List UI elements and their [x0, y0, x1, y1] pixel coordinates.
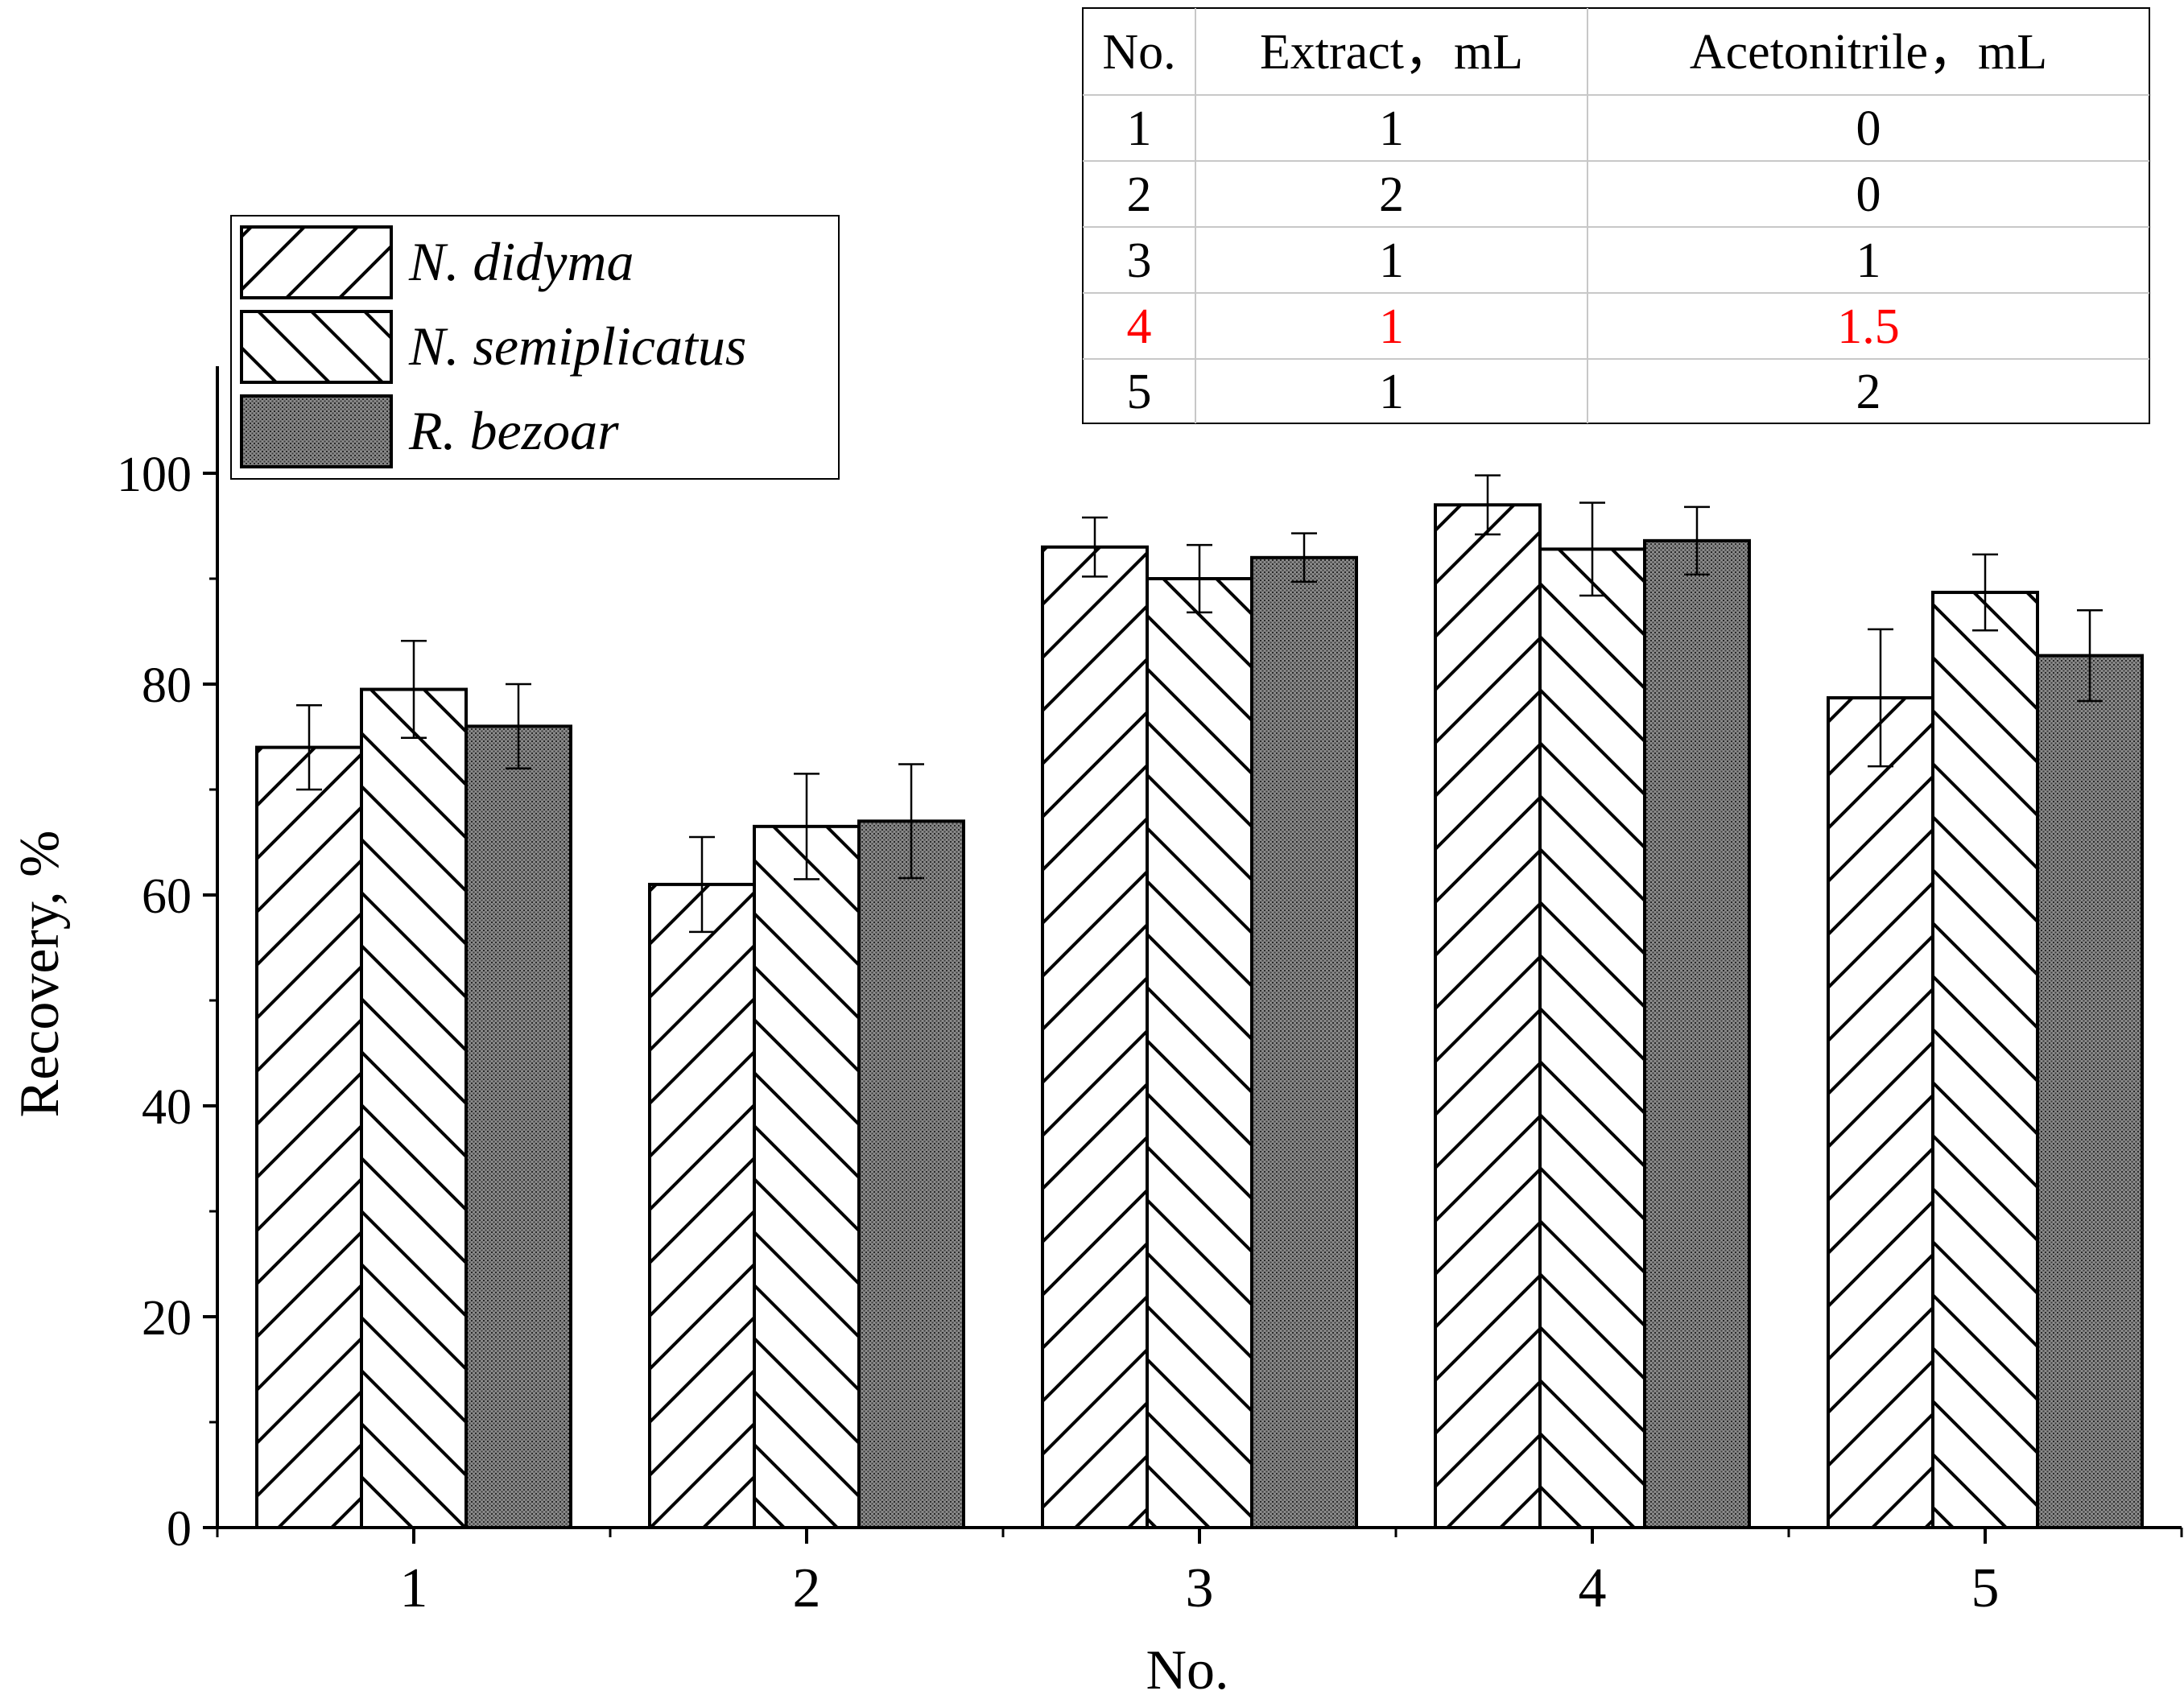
legend-swatch-dense-dots: [240, 394, 393, 468]
legend: N. didyma N. semiplicatus R. bezoar: [230, 215, 840, 480]
inset-table-border: [1082, 7, 2150, 424]
bar-n-didyma-5: [1827, 696, 1934, 1529]
table-header-acetonitrile: Acetonitrile，mL: [1690, 25, 2047, 80]
bar-n-semiplicatus-2: [753, 824, 861, 1529]
y-axis-label: Recovery, %: [9, 831, 71, 1118]
bar-r-bezoar-2: [857, 819, 965, 1529]
x-tick-label-2: 2: [793, 1557, 821, 1619]
y-tick-label-20: 20: [142, 1291, 192, 1346]
table-cell-r2-c3: 0: [1856, 167, 1881, 222]
bars-group: [255, 474, 2144, 1530]
table-cell-r3-c3: 1: [1856, 233, 1881, 288]
legend-label-r-bezoar: R. bezoar: [408, 400, 619, 461]
inset-table-grid: [1083, 8, 2149, 423]
table-cell-r1-c2: 1: [1379, 101, 1404, 156]
y-tick-label-80: 80: [142, 658, 192, 713]
legend-item-r-bezoar: R. bezoar: [240, 394, 619, 468]
axes-group: 0 20 40 60 80 100 1 2 3 4 5: [117, 366, 2183, 1619]
table-cell-r5-c1: 5: [1127, 365, 1152, 419]
bar-n-didyma-2: [648, 882, 756, 1529]
x-axis-label: No.: [1146, 1639, 1228, 1695]
bar-n-didyma-4: [1434, 503, 1542, 1529]
table-cell-r2-c1: 2: [1127, 167, 1152, 222]
x-tick-label-3: 3: [1186, 1557, 1214, 1619]
bar-n-didyma-1: [255, 745, 363, 1529]
legend-swatch-back-hatch: [240, 310, 393, 384]
table-cell-r2-c2: 2: [1379, 167, 1404, 222]
table-cell-r4-c1: 4: [1127, 299, 1152, 354]
legend-label-n-semiplicatus: N. semiplicatus: [408, 315, 746, 377]
inset-table-cells: No. Extract，mL Acetonitrile，mL 1 1 0 2 2 0 3 1 1 4 1 1…: [1102, 25, 2047, 419]
bar-n-didyma-3: [1041, 545, 1149, 1530]
y-tick-label-100: 100: [117, 447, 192, 502]
bar-r-bezoar-4: [1643, 538, 1751, 1530]
legend-item-n-didyma: N. didyma: [240, 225, 634, 299]
bar-n-semiplicatus-3: [1146, 577, 1253, 1529]
bar-n-semiplicatus-1: [360, 687, 468, 1529]
table-cell-r1-c1: 1: [1127, 101, 1152, 156]
table-cell-r4-c3: 1.5: [1837, 299, 1900, 354]
table-cell-r3-c2: 1: [1379, 233, 1404, 288]
legend-item-n-semiplicatus: N. semiplicatus: [240, 310, 746, 384]
legend-label-n-didyma: N. didyma: [408, 231, 634, 292]
table-cell-r5-c2: 1: [1379, 365, 1404, 419]
bar-n-semiplicatus-4: [1538, 547, 1646, 1530]
bar-r-bezoar-3: [1250, 555, 1358, 1529]
legend-swatch-forward-hatch: [240, 225, 393, 299]
table-header-no: No.: [1102, 25, 1175, 80]
x-tick-label-1: 1: [400, 1557, 428, 1619]
bar-r-bezoar-1: [464, 724, 572, 1529]
table-cell-r1-c3: 0: [1856, 101, 1881, 156]
table-header-extract: Extract，mL: [1260, 25, 1523, 80]
table-cell-r3-c1: 3: [1127, 233, 1152, 288]
table-cell-r4-c2: 1: [1379, 299, 1404, 354]
x-tick-label-5: 5: [1971, 1557, 2000, 1619]
table-cell-r5-c3: 2: [1856, 365, 1881, 419]
bar-n-semiplicatus-5: [1931, 591, 2039, 1529]
bar-r-bezoar-5: [2036, 654, 2144, 1529]
y-tick-label-40: 40: [142, 1080, 192, 1135]
y-tick-label-0: 0: [167, 1502, 192, 1557]
x-tick-label-4: 4: [1579, 1557, 1607, 1619]
y-tick-label-60: 60: [142, 869, 192, 924]
inset-table: No. Extract，mL Acetonitrile，mL 1 1 0 2 2 0 3 1 1 4 1 1…: [1082, 7, 2150, 424]
